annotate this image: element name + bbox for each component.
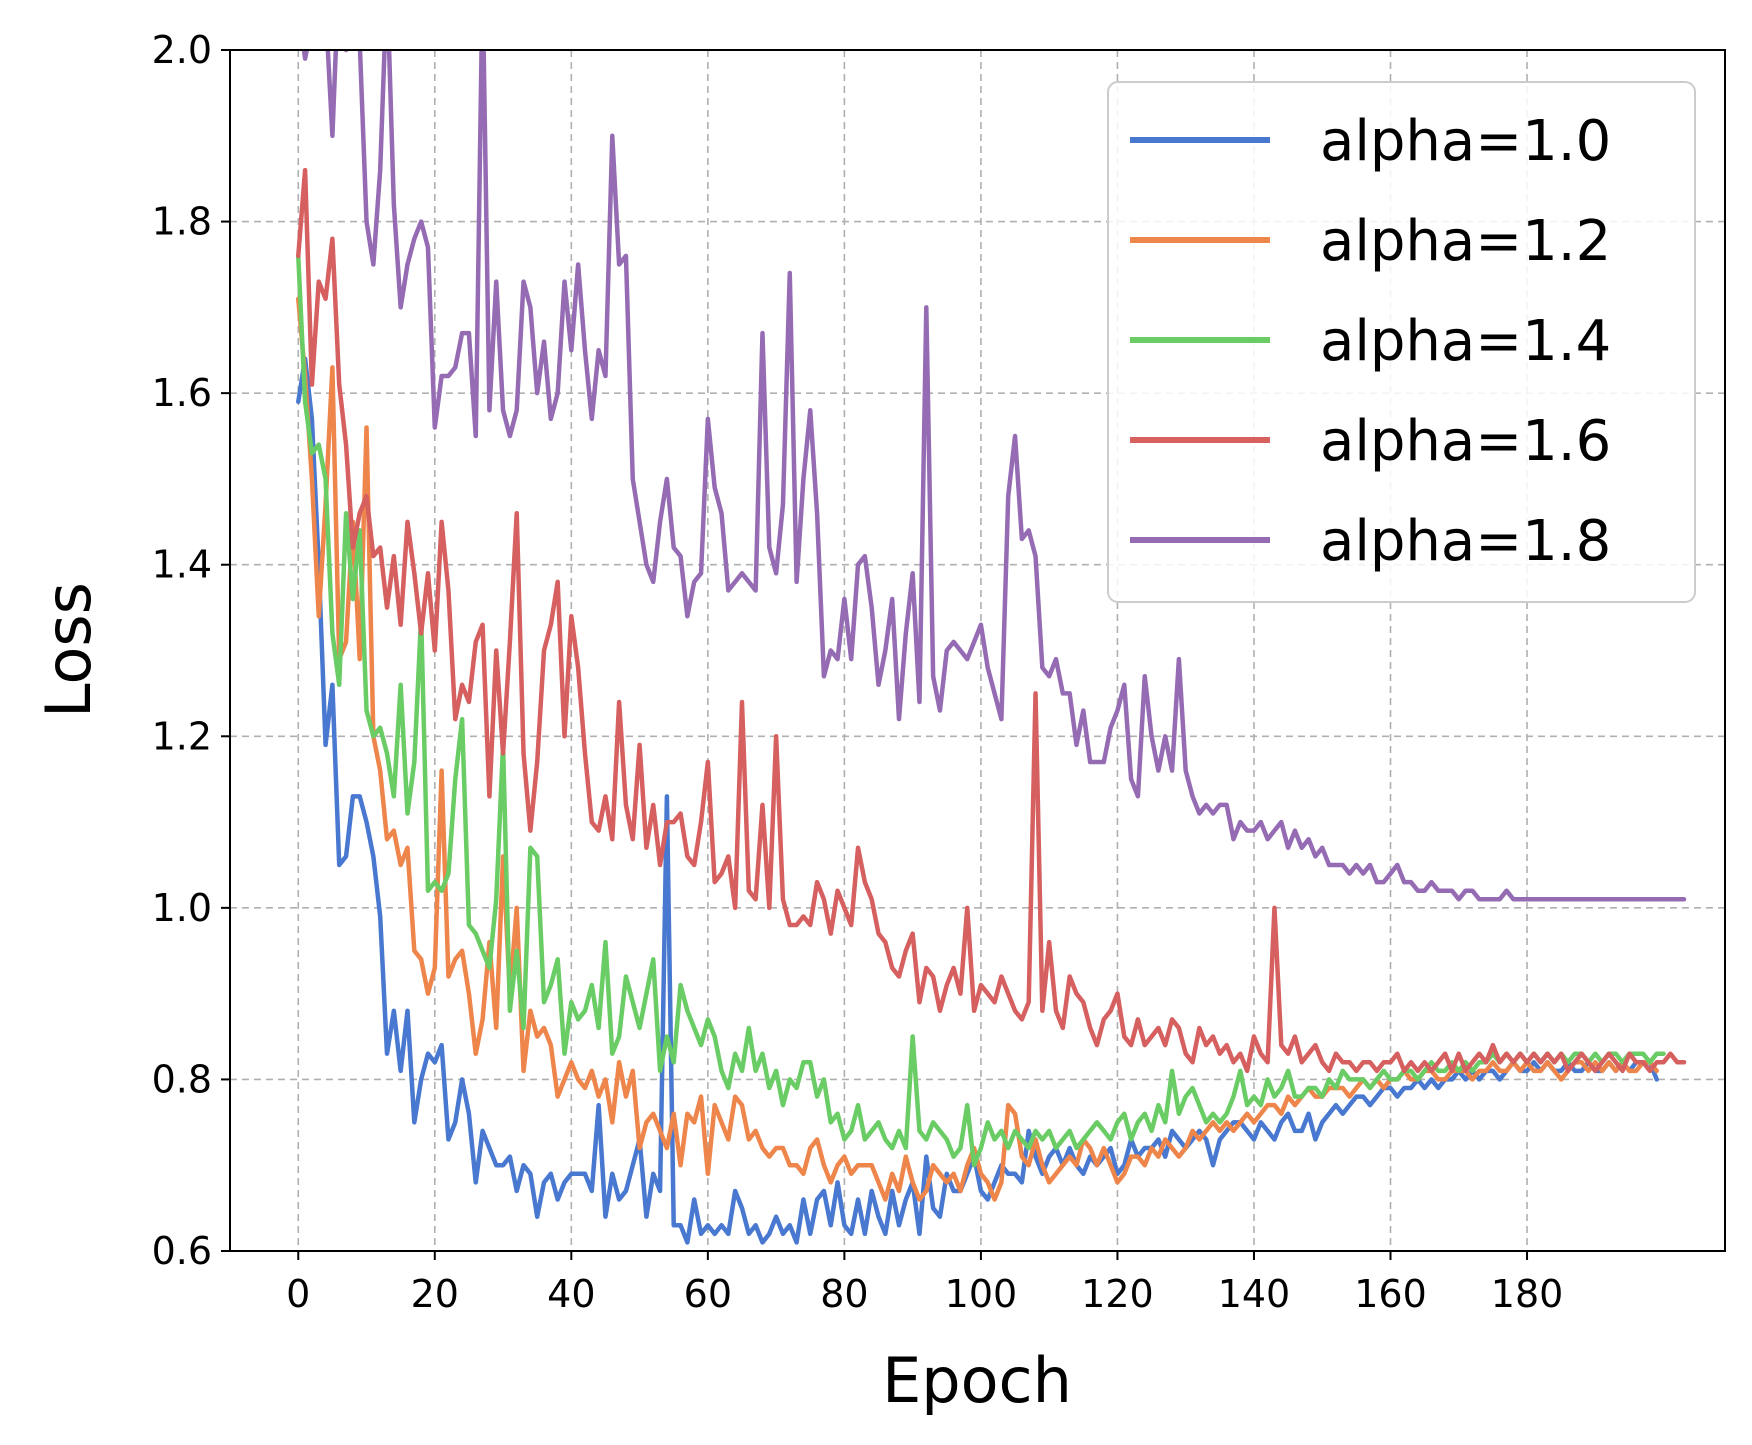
y-tick-label: 0.8 [152,1057,212,1101]
legend-label: alpha=1.8 [1320,509,1611,574]
legend-label: alpha=1.6 [1320,409,1611,474]
legend-label: alpha=1.4 [1320,309,1611,374]
legend-label: alpha=1.2 [1320,209,1611,274]
y-tick-label: 1.8 [152,200,212,244]
y-tick-label: 1.6 [152,371,212,415]
plot-frame [229,49,1726,1252]
axis-ticks [221,49,1529,1260]
series-lines [296,50,1687,1245]
y-tick-label: 1.4 [152,543,212,587]
y-tick-label: 1.0 [152,886,212,930]
x-tick-label: 0 [286,1272,310,1316]
x-tick-label: 100 [945,1272,1018,1316]
x-tick-label: 20 [411,1272,459,1316]
series-line-alpha-1-6 [296,167,1687,1074]
x-tick-label: 160 [1354,1272,1427,1316]
grid-lines [230,50,1725,1251]
y-axis-label: Loss [32,582,105,718]
x-tick-labels: 0 20 40 60 80 100 120 140 160 180 [286,1272,1563,1316]
x-tick-label: 40 [547,1272,595,1316]
y-tick-labels: 0.6 0.8 1.0 1.2 1.4 1.6 1.8 2.0 [152,28,212,1273]
series-line-alpha-1-8 [301,50,1687,902]
legend-label: alpha=1.0 [1320,109,1611,174]
y-tick-label: 0.6 [152,1229,212,1273]
x-tick-label: 140 [1218,1272,1291,1316]
legend: alpha=1.0 alpha=1.2 alpha=1.4 alpha=1.6 alph… [1107,81,1696,603]
x-tick-label: 60 [684,1272,732,1316]
x-tick-label: 120 [1081,1272,1154,1316]
x-tick-label: 180 [1491,1272,1564,1316]
series-line-alpha-1-0 [296,356,1659,1245]
y-tick-label: 2.0 [152,28,212,72]
y-tick-label: 1.2 [152,714,212,758]
x-axis-label: Epoch [882,1344,1072,1417]
x-tick-label: 80 [820,1272,868,1316]
legend-box [1107,81,1696,603]
